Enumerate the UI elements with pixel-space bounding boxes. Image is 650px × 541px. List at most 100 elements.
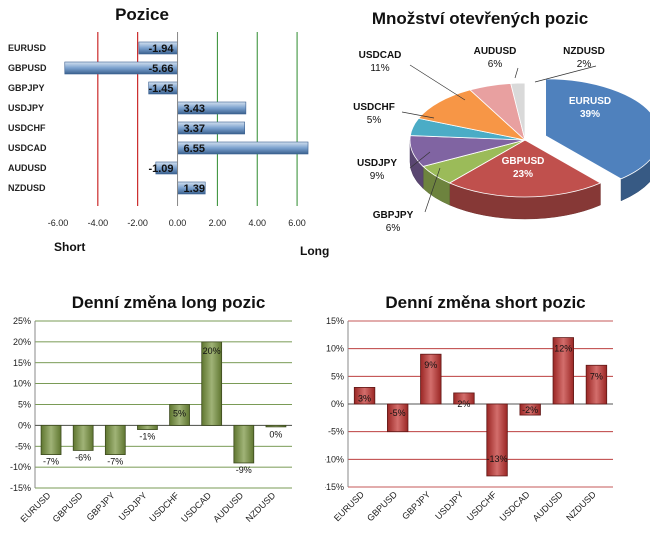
y-tick-label: -15% <box>10 483 31 493</box>
bar <box>353 387 376 405</box>
x-tick-label: -2.00 <box>127 218 148 228</box>
x-tick-label: USDCAD <box>179 490 213 524</box>
data-label: -2% <box>522 405 538 415</box>
category-label: USDCAD <box>8 143 47 153</box>
data-label: 3.43 <box>184 103 205 115</box>
x-tick-label: GBPUSD <box>51 490 85 524</box>
pie-leader-line <box>534 65 597 83</box>
y-tick-label: 5% <box>18 400 31 410</box>
bar <box>169 404 190 426</box>
x-tick-label: AUDUSD <box>531 489 565 523</box>
data-label: -9% <box>236 465 252 475</box>
data-label: 12% <box>554 344 572 354</box>
data-label: -7% <box>43 457 59 467</box>
data-label: 2% <box>457 399 470 409</box>
y-tick-label: -5% <box>15 441 31 451</box>
pie-slice-label: EURUSD <box>569 96 611 107</box>
pie-slice-percent: 39% <box>580 109 600 120</box>
open-positions-pie-chart: Množství otevřených pozic EURUSD 39% GBPUSD… <box>330 0 650 270</box>
pie-slice-percent: 23% <box>513 169 533 180</box>
pie-leader-line <box>409 151 431 169</box>
long-label: Long <box>300 244 329 258</box>
category-label: EURUSD <box>8 43 47 53</box>
data-label: -5.66 <box>148 63 173 75</box>
data-label: -7% <box>107 457 123 467</box>
y-tick-label: 20% <box>13 337 31 347</box>
y-tick-label: 0% <box>331 399 344 409</box>
long-change-chart: Denní změna long pozic -15% -10% -5% 0% 5% 10%… <box>0 285 325 536</box>
x-tick-label: 2.00 <box>209 218 227 228</box>
y-tick-label: -5% <box>328 427 344 437</box>
bar <box>201 341 223 426</box>
data-label: 3% <box>358 393 371 403</box>
x-tick-label: EURUSD <box>19 490 53 524</box>
bar <box>233 424 255 464</box>
data-label: 6.55 <box>184 143 205 155</box>
x-tick-label: USDCHF <box>465 489 499 523</box>
bar <box>486 403 508 477</box>
x-tick-label: EURUSD <box>332 489 366 523</box>
y-tick-label: 5% <box>331 371 344 381</box>
x-tick-label: AUDUSD <box>211 490 245 524</box>
x-tick-label: USDJPY <box>433 489 465 521</box>
bar <box>137 424 158 430</box>
data-label: 9% <box>424 360 437 370</box>
data-label: -6% <box>75 452 91 462</box>
bar <box>387 403 409 433</box>
pie-leader-line <box>514 67 519 79</box>
x-tick-label: 6.00 <box>288 218 306 228</box>
y-tick-label: 15% <box>13 358 31 368</box>
data-label: -1% <box>139 432 155 442</box>
x-tick-label: -6.00 <box>48 218 69 228</box>
bar <box>104 424 126 456</box>
bar <box>453 392 475 405</box>
pozice-chart: Pozice EURUSD -1.94 GBPUSD -5.66 GBPJPY -1.45 U… <box>0 0 340 270</box>
pie-leader-line <box>424 167 441 213</box>
pozice-chart-svg: Pozice EURUSD -1.94 GBPUSD -5.66 GBPJPY -1.45 U… <box>8 5 329 258</box>
bar <box>585 364 608 405</box>
y-tick-label: 25% <box>13 316 31 326</box>
bar <box>72 424 94 451</box>
pie-slice-percent: 9% <box>370 171 385 182</box>
category-label: USDJPY <box>8 103 44 113</box>
pie-slice-percent: 6% <box>488 59 503 70</box>
chart-title: Denní změna long pozic <box>72 293 266 312</box>
category-label: AUDUSD <box>8 163 47 173</box>
y-tick-label: 10% <box>326 344 344 354</box>
y-tick-label: 0% <box>18 420 31 430</box>
x-tick-label: GBPJPY <box>85 490 117 522</box>
data-label: -5% <box>390 408 406 418</box>
category-label: GBPJPY <box>8 83 45 93</box>
bar <box>519 403 541 416</box>
pie-slice-side <box>620 159 650 202</box>
x-tick-label: -4.00 <box>88 218 109 228</box>
pie-slice <box>448 139 602 198</box>
data-label: -1.94 <box>148 43 174 55</box>
pie-slice-percent: 6% <box>386 223 401 234</box>
data-label: 7% <box>590 371 603 381</box>
data-label: -13% <box>487 454 508 464</box>
pie-slice-label: USDCAD <box>359 50 402 61</box>
bar <box>552 337 574 405</box>
x-tick-label: GBPJPY <box>400 489 432 521</box>
chart-title: Množství otevřených pozic <box>372 9 588 28</box>
x-tick-label: USDCAD <box>498 489 532 523</box>
long-change-chart-svg: Denní změna long pozic -15% -10% -5% 0% 5% 10%… <box>10 293 292 524</box>
pie-slice-label: NZDUSD <box>563 46 605 57</box>
y-tick-label: 10% <box>13 379 31 389</box>
pie-slice-label: AUDUSD <box>474 46 517 57</box>
pie-slice-percent: 11% <box>370 63 389 74</box>
chart-title: Pozice <box>115 5 169 24</box>
y-tick-label: -10% <box>10 462 31 472</box>
x-tick-label: NZDUSD <box>244 490 278 524</box>
pie-slice-percent: 5% <box>367 115 382 126</box>
category-label: NZDUSD <box>8 183 46 193</box>
short-change-chart: Denní změna short pozic -15% -10% -5% 0% 5% 10… <box>323 285 650 536</box>
x-tick-label: 4.00 <box>248 218 266 228</box>
x-tick-label: NZDUSD <box>564 489 598 523</box>
data-label: -1.45 <box>148 83 173 95</box>
short-label: Short <box>54 240 85 254</box>
y-tick-label: 15% <box>326 316 344 326</box>
y-tick-label: -15% <box>325 482 344 492</box>
data-label: 0% <box>269 429 282 439</box>
